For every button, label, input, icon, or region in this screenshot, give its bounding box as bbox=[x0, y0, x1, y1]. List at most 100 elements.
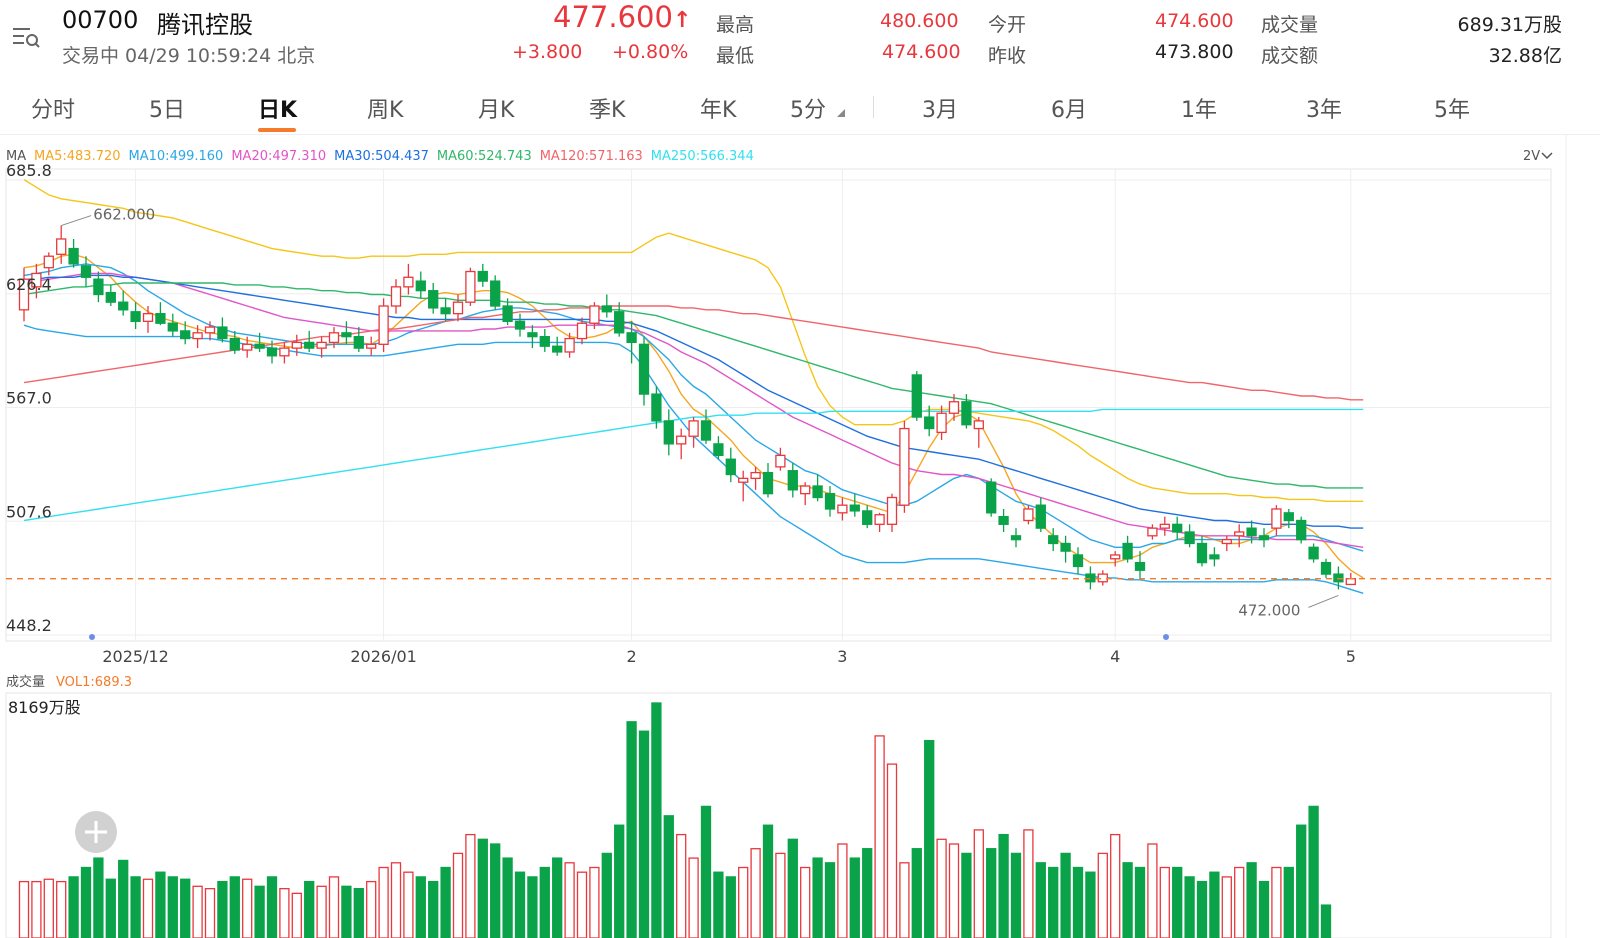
tab-5-years[interactable]: 5年 bbox=[1434, 98, 1470, 123]
candle-body bbox=[676, 435, 687, 445]
candle-body bbox=[899, 427, 910, 506]
volume-bar bbox=[651, 702, 662, 938]
volume-bar bbox=[80, 866, 92, 938]
volume-bar bbox=[1196, 880, 1208, 938]
tab-6-months[interactable]: 6月 bbox=[1051, 98, 1087, 123]
candle-body bbox=[56, 238, 67, 255]
candle-body bbox=[304, 341, 315, 349]
tab-5-minute-label: 5分 bbox=[790, 98, 826, 123]
candle-body bbox=[328, 332, 340, 344]
tab-3-years[interactable]: 3年 bbox=[1306, 98, 1342, 123]
tab-3-months[interactable]: 3月 bbox=[922, 98, 958, 123]
stat-label-volume: 成交量 bbox=[1261, 14, 1319, 36]
ma-legend-item: MA60:524.743 bbox=[437, 149, 532, 164]
tab-1-year[interactable]: 1年 bbox=[1181, 98, 1217, 123]
volume-bar bbox=[1035, 862, 1046, 938]
candle-body bbox=[217, 326, 228, 340]
candle-body bbox=[700, 420, 712, 441]
add-indicator-button[interactable] bbox=[75, 811, 117, 853]
candle-body bbox=[465, 270, 476, 303]
candle-body bbox=[1333, 573, 1344, 583]
volume-bar bbox=[1097, 852, 1108, 938]
annotations: 662.000 472.000 bbox=[6, 206, 1551, 640]
list-search-icon[interactable] bbox=[10, 22, 40, 52]
candle-body bbox=[502, 305, 513, 322]
tab-weekly-k[interactable]: 周K bbox=[367, 98, 404, 123]
stat-value-prev-close: 473.800 bbox=[1155, 41, 1234, 63]
x-tick-label: 3 bbox=[837, 647, 847, 666]
dropdown-corner-icon bbox=[837, 109, 845, 117]
candle-body bbox=[1209, 554, 1220, 560]
candle-body bbox=[1122, 542, 1133, 560]
candle-body bbox=[886, 496, 898, 525]
volume-bar bbox=[614, 824, 625, 938]
stat-value-high: 480.600 bbox=[880, 10, 959, 32]
candle-body bbox=[1010, 535, 1022, 541]
tab-daily-k[interactable]: 日K bbox=[258, 98, 298, 123]
tab-intraday[interactable]: 分时 bbox=[31, 98, 76, 123]
candle-body bbox=[155, 313, 166, 324]
volume-bar bbox=[118, 859, 129, 938]
volume-bar bbox=[638, 730, 650, 938]
candle-body bbox=[204, 326, 216, 334]
candle-body bbox=[366, 343, 377, 349]
candle-body bbox=[390, 286, 402, 307]
chevron-down-icon[interactable] bbox=[1541, 152, 1553, 160]
candle-body bbox=[1147, 527, 1158, 537]
volume-bar bbox=[1085, 871, 1096, 938]
y-tick-label: 626.4 bbox=[6, 275, 52, 294]
volume-bar bbox=[713, 871, 724, 938]
volume-bar bbox=[924, 739, 935, 938]
y-tick-label: 507.6 bbox=[6, 502, 52, 521]
volume-bar bbox=[787, 838, 798, 938]
volume-bar bbox=[700, 805, 712, 938]
tab-5-minute[interactable]: 5分 bbox=[790, 92, 845, 124]
volume-bar bbox=[316, 885, 327, 938]
candle-body bbox=[862, 510, 873, 525]
y-axis-labels: 685.8 626.4 567.0 507.6 448.2 bbox=[6, 161, 52, 635]
candle-body bbox=[130, 311, 141, 322]
stat-label-low: 最低 bbox=[716, 45, 755, 67]
volume-bar bbox=[564, 862, 575, 938]
volume-bar bbox=[353, 888, 364, 938]
tab-monthly-k[interactable]: 月K bbox=[478, 98, 515, 123]
candle-body bbox=[874, 514, 885, 525]
volume-bar bbox=[279, 888, 290, 938]
candle-body bbox=[31, 272, 42, 288]
volume-bar bbox=[899, 862, 910, 938]
x-tick-label: 4 bbox=[1110, 647, 1120, 666]
candle-body bbox=[1097, 573, 1108, 583]
candle-body bbox=[973, 420, 984, 430]
candle-body bbox=[415, 280, 426, 292]
candle-body bbox=[527, 332, 538, 338]
tab-divider bbox=[873, 96, 874, 118]
tab-quarterly-k[interactable]: 季K bbox=[589, 98, 626, 123]
period-button[interactable]: 2V bbox=[1523, 149, 1540, 164]
volume-bar bbox=[192, 885, 203, 938]
volume-bar bbox=[167, 876, 178, 938]
candle-body bbox=[1184, 531, 1195, 545]
volume-bar bbox=[1122, 862, 1133, 938]
tab-yearly-k[interactable]: 年K bbox=[700, 98, 737, 123]
series-line-ma30 bbox=[24, 274, 1364, 529]
candle-body bbox=[936, 412, 947, 434]
volume-bar bbox=[428, 880, 439, 938]
tab-5-day[interactable]: 5日 bbox=[149, 98, 185, 123]
candlesticks bbox=[18, 225, 1356, 590]
volume-legend: VOL1:689.3 bbox=[56, 675, 132, 690]
candle-body bbox=[576, 322, 588, 340]
stat-value-volume: 689.31万股 bbox=[1457, 14, 1562, 36]
current-price: 477.600↑ bbox=[553, 0, 691, 34]
volume-bar bbox=[849, 857, 860, 938]
volume-bar bbox=[663, 815, 674, 938]
candle-body bbox=[1035, 504, 1046, 529]
volume-bar bbox=[1172, 866, 1183, 938]
candle-body bbox=[291, 341, 302, 349]
candle-body bbox=[564, 337, 575, 353]
kline-chart: MA MA5:483.720 MA10:499.160 MA20:497.310 MA… bbox=[5, 135, 1567, 938]
volume-bar bbox=[465, 833, 476, 938]
candle-body bbox=[775, 454, 786, 468]
volume-max-label: 8169万股 bbox=[8, 698, 81, 717]
candle-body bbox=[142, 313, 154, 322]
stat-value-low: 474.600 bbox=[882, 41, 961, 63]
